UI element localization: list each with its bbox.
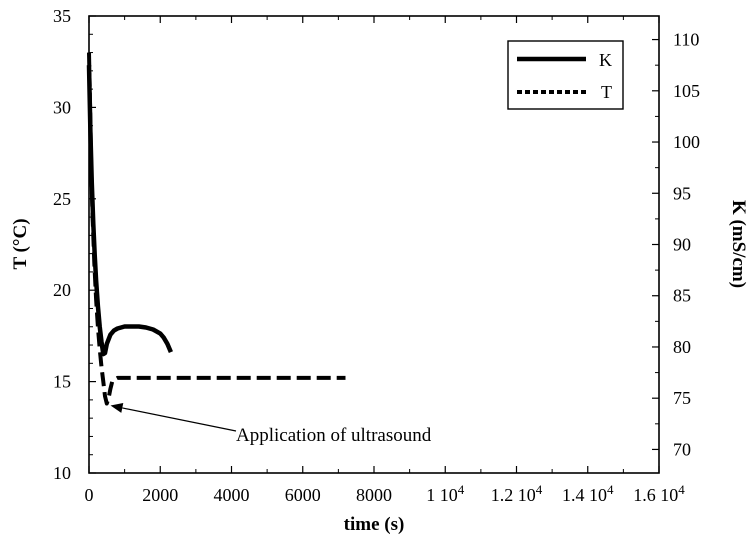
legend-label-t: T xyxy=(601,82,612,102)
x-tick-label: 1.6 104 xyxy=(633,482,685,505)
y-right-axis-ticks: 70 75 80 85 90 95 100 105 110 xyxy=(652,30,700,459)
x-tick-label: 6000 xyxy=(285,485,321,505)
x-tick-label: 2000 xyxy=(142,485,178,505)
x-tick-label: 4000 xyxy=(214,485,250,505)
series-line-t xyxy=(87,52,346,406)
y-right-tick-label: 95 xyxy=(673,183,691,203)
y-left-tick-label: 30 xyxy=(53,97,71,117)
series-line-k xyxy=(86,65,173,357)
y-left-tick-label: 20 xyxy=(53,280,71,300)
annotation-arrow-line xyxy=(122,407,237,432)
y-left-tick-label: 25 xyxy=(53,189,71,209)
y-right-tick-label: 75 xyxy=(673,388,691,408)
y-right-axis-title: K (mS/cm) xyxy=(728,200,749,288)
y-left-tick-label: 35 xyxy=(53,6,71,26)
x-tick-label: 0 xyxy=(85,485,94,505)
y-right-tick-label: 85 xyxy=(673,286,691,306)
annotation: Application of ultrasound xyxy=(110,403,432,446)
y-right-tick-label: 100 xyxy=(673,132,700,152)
y-right-tick-label: 70 xyxy=(673,439,691,459)
y-right-tick-label: 90 xyxy=(673,235,691,255)
series-layer xyxy=(86,52,346,406)
x-tick-label: 1 104 xyxy=(426,482,465,505)
y-right-tick-label: 105 xyxy=(673,81,700,101)
y-left-tick-label: 10 xyxy=(53,463,71,483)
legend: K T xyxy=(507,40,624,110)
y-right-tick-label: 110 xyxy=(673,30,699,50)
annotation-arrow-head xyxy=(110,403,124,413)
x-tick-label: 8000 xyxy=(356,485,392,505)
annotation-label: Application of ultrasound xyxy=(236,425,432,446)
y-right-tick-label: 80 xyxy=(673,337,691,357)
legend-label-k: K xyxy=(599,50,612,70)
x-axis-ticks: 0 2000 4000 6000 8000 1 104 1.2 104 1.4 104 1.6 … xyxy=(85,16,685,505)
x-tick-label: 1.2 104 xyxy=(491,482,543,505)
x-tick-label: 1.4 104 xyxy=(562,482,614,505)
y-left-axis-title: T (°C) xyxy=(10,218,31,269)
x-axis-title: time (s) xyxy=(344,514,405,535)
y-left-axis-ticks: 10 15 20 25 30 35 xyxy=(53,6,96,483)
legend-box xyxy=(507,40,624,110)
y-left-tick-label: 15 xyxy=(53,372,71,392)
